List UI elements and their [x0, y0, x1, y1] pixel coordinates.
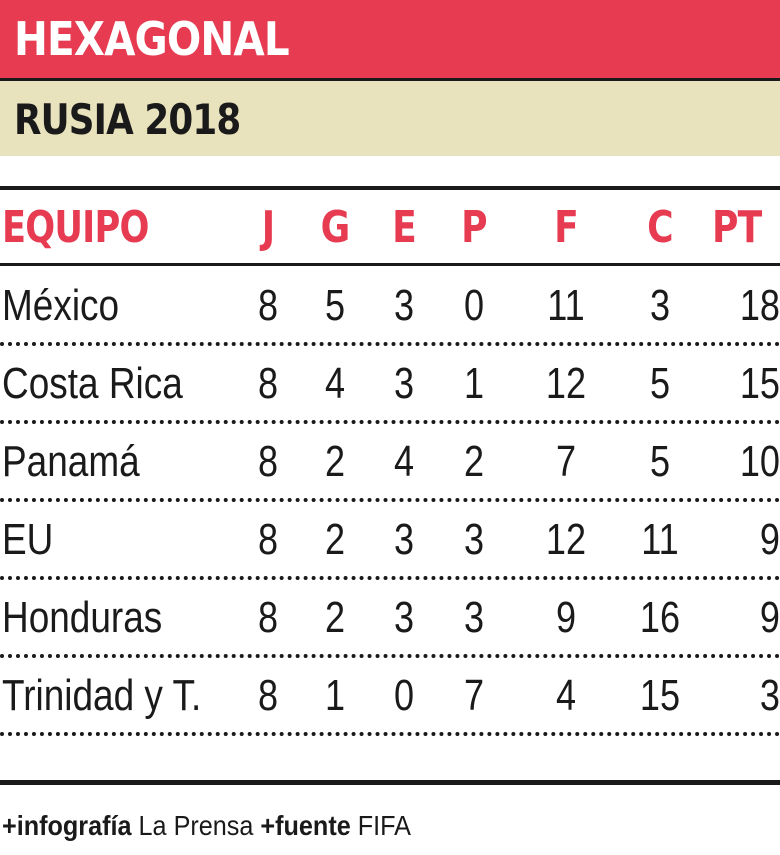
header-team: EQUIPO	[2, 202, 149, 253]
header-drawn: E	[392, 202, 417, 253]
points-value: 10	[739, 437, 780, 486]
table-header-row: EQUIPO J G E P F C PT	[0, 198, 780, 258]
team-name: México	[2, 281, 120, 330]
goals-against-value: 11	[641, 515, 679, 564]
won-value: 2	[324, 437, 346, 486]
subtitle-banner	[0, 81, 780, 156]
drawn-value: 0	[393, 671, 415, 720]
lost-value: 0	[463, 281, 485, 330]
graphic-title: HEXAGONAL	[14, 12, 290, 66]
table-row: Panamá 8 2 4 2 7 5 10	[0, 432, 780, 492]
lost-value: 1	[463, 359, 485, 408]
team-name: Honduras	[2, 593, 163, 642]
team-name: Trinidad y T.	[2, 671, 202, 720]
goals-for-value: 12	[545, 359, 587, 408]
row-divider	[0, 342, 780, 346]
drawn-value: 3	[393, 359, 415, 408]
header-goals-for: F	[554, 202, 579, 253]
row-divider	[0, 420, 780, 424]
goals-against-value: 5	[649, 437, 671, 486]
header-won: G	[320, 202, 351, 253]
infografia-value: La Prensa	[138, 810, 254, 841]
goals-against-value: 3	[649, 281, 671, 330]
table-row: México 8 5 3 0 11 3 18	[0, 276, 780, 336]
infografia-label: +infografía	[2, 810, 132, 841]
won-value: 5	[324, 281, 346, 330]
goals-for-value: 4	[555, 671, 577, 720]
title-banner	[0, 0, 780, 78]
drawn-value: 4	[393, 437, 415, 486]
drawn-value: 3	[393, 515, 415, 564]
row-divider	[0, 576, 780, 580]
table-row: Costa Rica 8 4 3 1 12 5 15	[0, 354, 780, 414]
points-value: 18	[739, 281, 780, 330]
title-divider	[0, 78, 780, 81]
fuente-value: FIFA	[357, 810, 411, 841]
table-row: Trinidad y T. 8 1 0 7 4 15 3	[0, 666, 780, 726]
played-value: 8	[257, 593, 279, 642]
played-value: 8	[257, 437, 279, 486]
goals-for-value: 9	[555, 593, 577, 642]
lost-value: 7	[463, 671, 485, 720]
goals-against-value: 15	[639, 671, 681, 720]
lost-value: 3	[463, 593, 485, 642]
table-row: Honduras 8 2 3 3 9 16 9	[0, 588, 780, 648]
row-divider	[0, 654, 780, 658]
goals-for-value: 11	[547, 281, 585, 330]
team-name: Costa Rica	[2, 359, 183, 408]
row-divider	[0, 498, 780, 502]
points-value: 15	[739, 359, 780, 408]
lost-value: 2	[463, 437, 485, 486]
goals-for-value: 12	[545, 515, 587, 564]
credits-line: +infografía La Prensa +fuente FIFA	[2, 806, 411, 846]
header-points: PT	[712, 202, 762, 253]
lost-value: 3	[463, 515, 485, 564]
team-name: EU	[2, 515, 54, 564]
drawn-value: 3	[393, 593, 415, 642]
won-value: 2	[324, 593, 346, 642]
header-lost: P	[461, 202, 487, 253]
won-value: 1	[324, 671, 346, 720]
header-played: J	[261, 202, 275, 253]
header-goals-against: C	[647, 202, 673, 253]
fuente-label: +fuente	[260, 810, 351, 841]
played-value: 8	[257, 671, 279, 720]
table-row: EU 8 2 3 3 12 11 9	[0, 510, 780, 570]
goals-for-value: 7	[555, 437, 577, 486]
points-value: 3	[759, 671, 780, 720]
won-value: 4	[324, 359, 346, 408]
graphic-subtitle: RUSIA 2018	[14, 95, 241, 144]
points-value: 9	[759, 515, 780, 564]
played-value: 8	[257, 281, 279, 330]
goals-against-value: 16	[639, 593, 681, 642]
won-value: 2	[324, 515, 346, 564]
row-divider	[0, 732, 780, 736]
played-value: 8	[257, 515, 279, 564]
goals-against-value: 5	[649, 359, 671, 408]
drawn-value: 3	[393, 281, 415, 330]
table-top-rule	[0, 186, 780, 190]
table-bottom-rule	[0, 780, 780, 785]
team-name: Panamá	[2, 437, 140, 486]
points-value: 9	[759, 593, 780, 642]
played-value: 8	[257, 359, 279, 408]
header-rule	[0, 263, 780, 266]
